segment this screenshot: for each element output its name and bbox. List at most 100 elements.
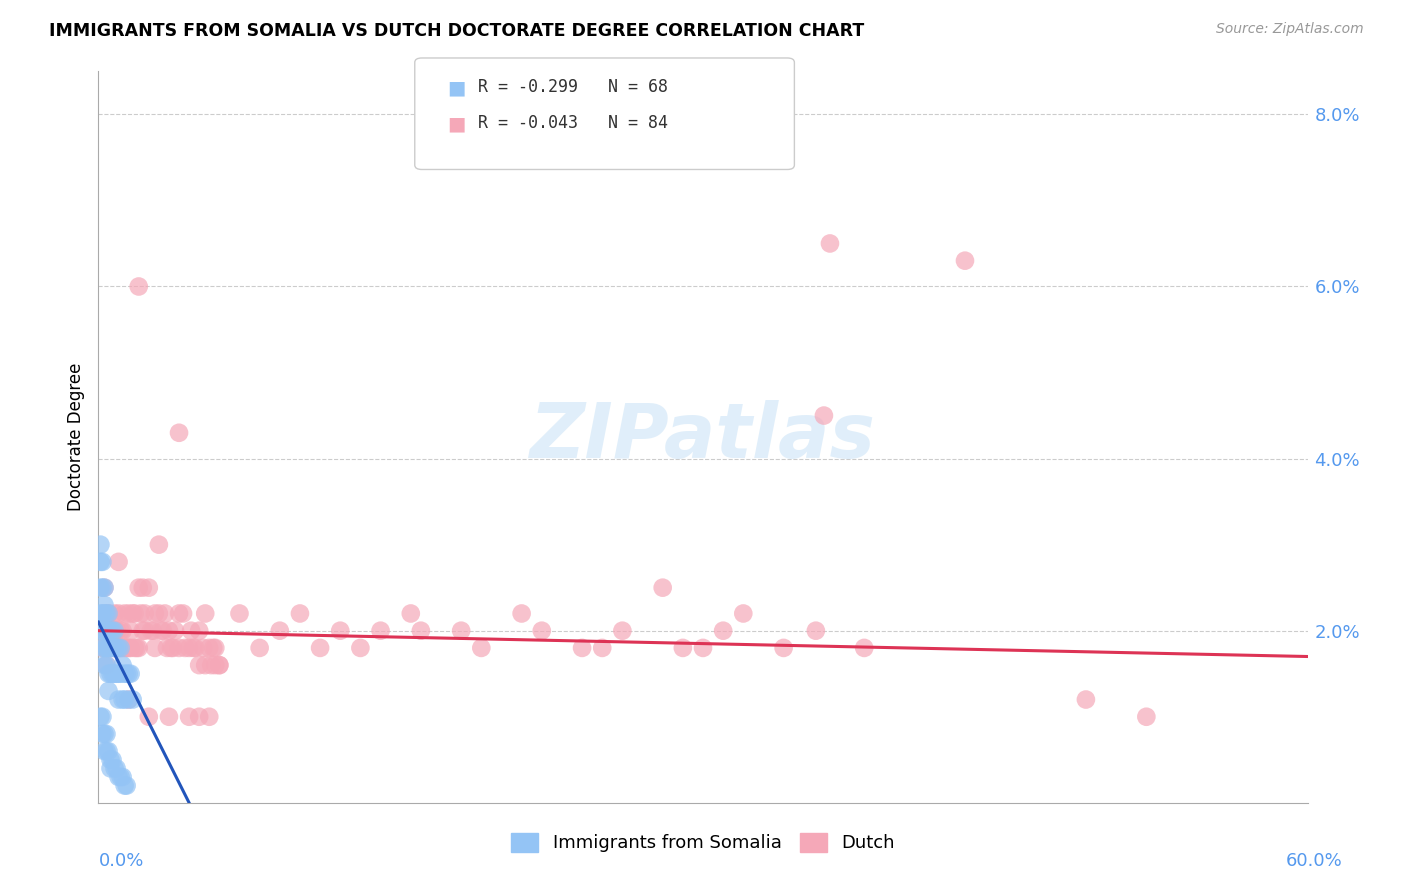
Point	[96, 727, 118, 741]
Point	[93, 607, 115, 621]
Point	[97, 640, 120, 655]
Point	[188, 710, 211, 724]
Point	[101, 753, 124, 767]
Point	[111, 658, 134, 673]
Point	[107, 770, 129, 784]
Point	[89, 581, 111, 595]
Point	[93, 744, 115, 758]
Point	[97, 607, 120, 621]
Point	[96, 658, 118, 673]
Point	[97, 744, 120, 758]
Point	[188, 658, 211, 673]
Point	[162, 640, 184, 655]
Point	[349, 640, 371, 655]
Point	[105, 624, 128, 638]
Point	[181, 640, 204, 655]
Point	[132, 581, 155, 595]
Point	[409, 624, 432, 638]
Point	[124, 640, 146, 655]
Point	[100, 761, 122, 775]
Point	[194, 658, 217, 673]
Text: ■: ■	[447, 78, 465, 97]
Point	[111, 692, 134, 706]
Point	[111, 624, 134, 638]
Point	[89, 607, 111, 621]
Point	[128, 640, 150, 655]
Point	[692, 640, 714, 655]
Point	[118, 607, 141, 621]
Point	[97, 607, 120, 621]
Point	[103, 666, 125, 681]
Point	[93, 624, 115, 638]
Point	[115, 666, 138, 681]
Point	[89, 710, 111, 724]
Point	[93, 581, 115, 595]
Point	[450, 624, 472, 638]
Text: IMMIGRANTS FROM SOMALIA VS DUTCH DOCTORATE DEGREE CORRELATION CHART: IMMIGRANTS FROM SOMALIA VS DUTCH DOCTORA…	[49, 22, 865, 40]
Point	[208, 658, 231, 673]
Point	[167, 425, 190, 440]
Point	[179, 710, 201, 724]
Point	[288, 607, 311, 621]
Point	[105, 624, 128, 638]
Point	[120, 624, 142, 638]
Point	[91, 607, 114, 621]
Point	[93, 640, 115, 655]
Point	[89, 538, 111, 552]
Point	[93, 581, 115, 595]
Point	[651, 581, 673, 595]
Point	[110, 640, 132, 655]
Point	[269, 624, 291, 638]
Point	[179, 640, 201, 655]
Point	[107, 640, 129, 655]
Point	[97, 624, 120, 638]
Legend: Immigrants from Somalia, Dutch: Immigrants from Somalia, Dutch	[503, 826, 903, 860]
Point	[142, 624, 165, 638]
Point	[96, 624, 118, 638]
Point	[184, 640, 207, 655]
Text: 0.0%: 0.0%	[98, 852, 143, 870]
Point	[711, 624, 734, 638]
Point	[804, 624, 827, 638]
Point	[143, 640, 166, 655]
Point	[93, 598, 115, 612]
Point	[121, 692, 143, 706]
Point	[91, 581, 114, 595]
Point	[167, 607, 190, 621]
Point	[110, 666, 132, 681]
Point	[167, 640, 190, 655]
Point	[100, 753, 122, 767]
Point	[101, 666, 124, 681]
Point	[93, 607, 115, 621]
Point	[100, 624, 122, 638]
Point	[114, 607, 136, 621]
Point	[953, 253, 976, 268]
Point	[91, 640, 114, 655]
Point	[114, 666, 136, 681]
Point	[101, 624, 124, 638]
Point	[193, 640, 215, 655]
Y-axis label: Doctorate Degree: Doctorate Degree	[66, 363, 84, 511]
Point	[100, 624, 122, 638]
Point	[91, 624, 114, 638]
Point	[228, 607, 250, 621]
Point	[1074, 692, 1097, 706]
Point	[111, 770, 134, 784]
Point	[97, 607, 120, 621]
Point	[118, 640, 141, 655]
Text: ■: ■	[447, 114, 465, 133]
Point	[110, 640, 132, 655]
Point	[138, 710, 160, 724]
Point	[107, 666, 129, 681]
Point	[470, 640, 492, 655]
Point	[160, 640, 183, 655]
Point	[96, 624, 118, 638]
Point	[118, 692, 141, 706]
Point	[115, 779, 138, 793]
Point	[118, 666, 141, 681]
Point	[399, 607, 422, 621]
Point	[309, 640, 332, 655]
Point	[105, 761, 128, 775]
Point	[157, 710, 180, 724]
Point	[107, 692, 129, 706]
